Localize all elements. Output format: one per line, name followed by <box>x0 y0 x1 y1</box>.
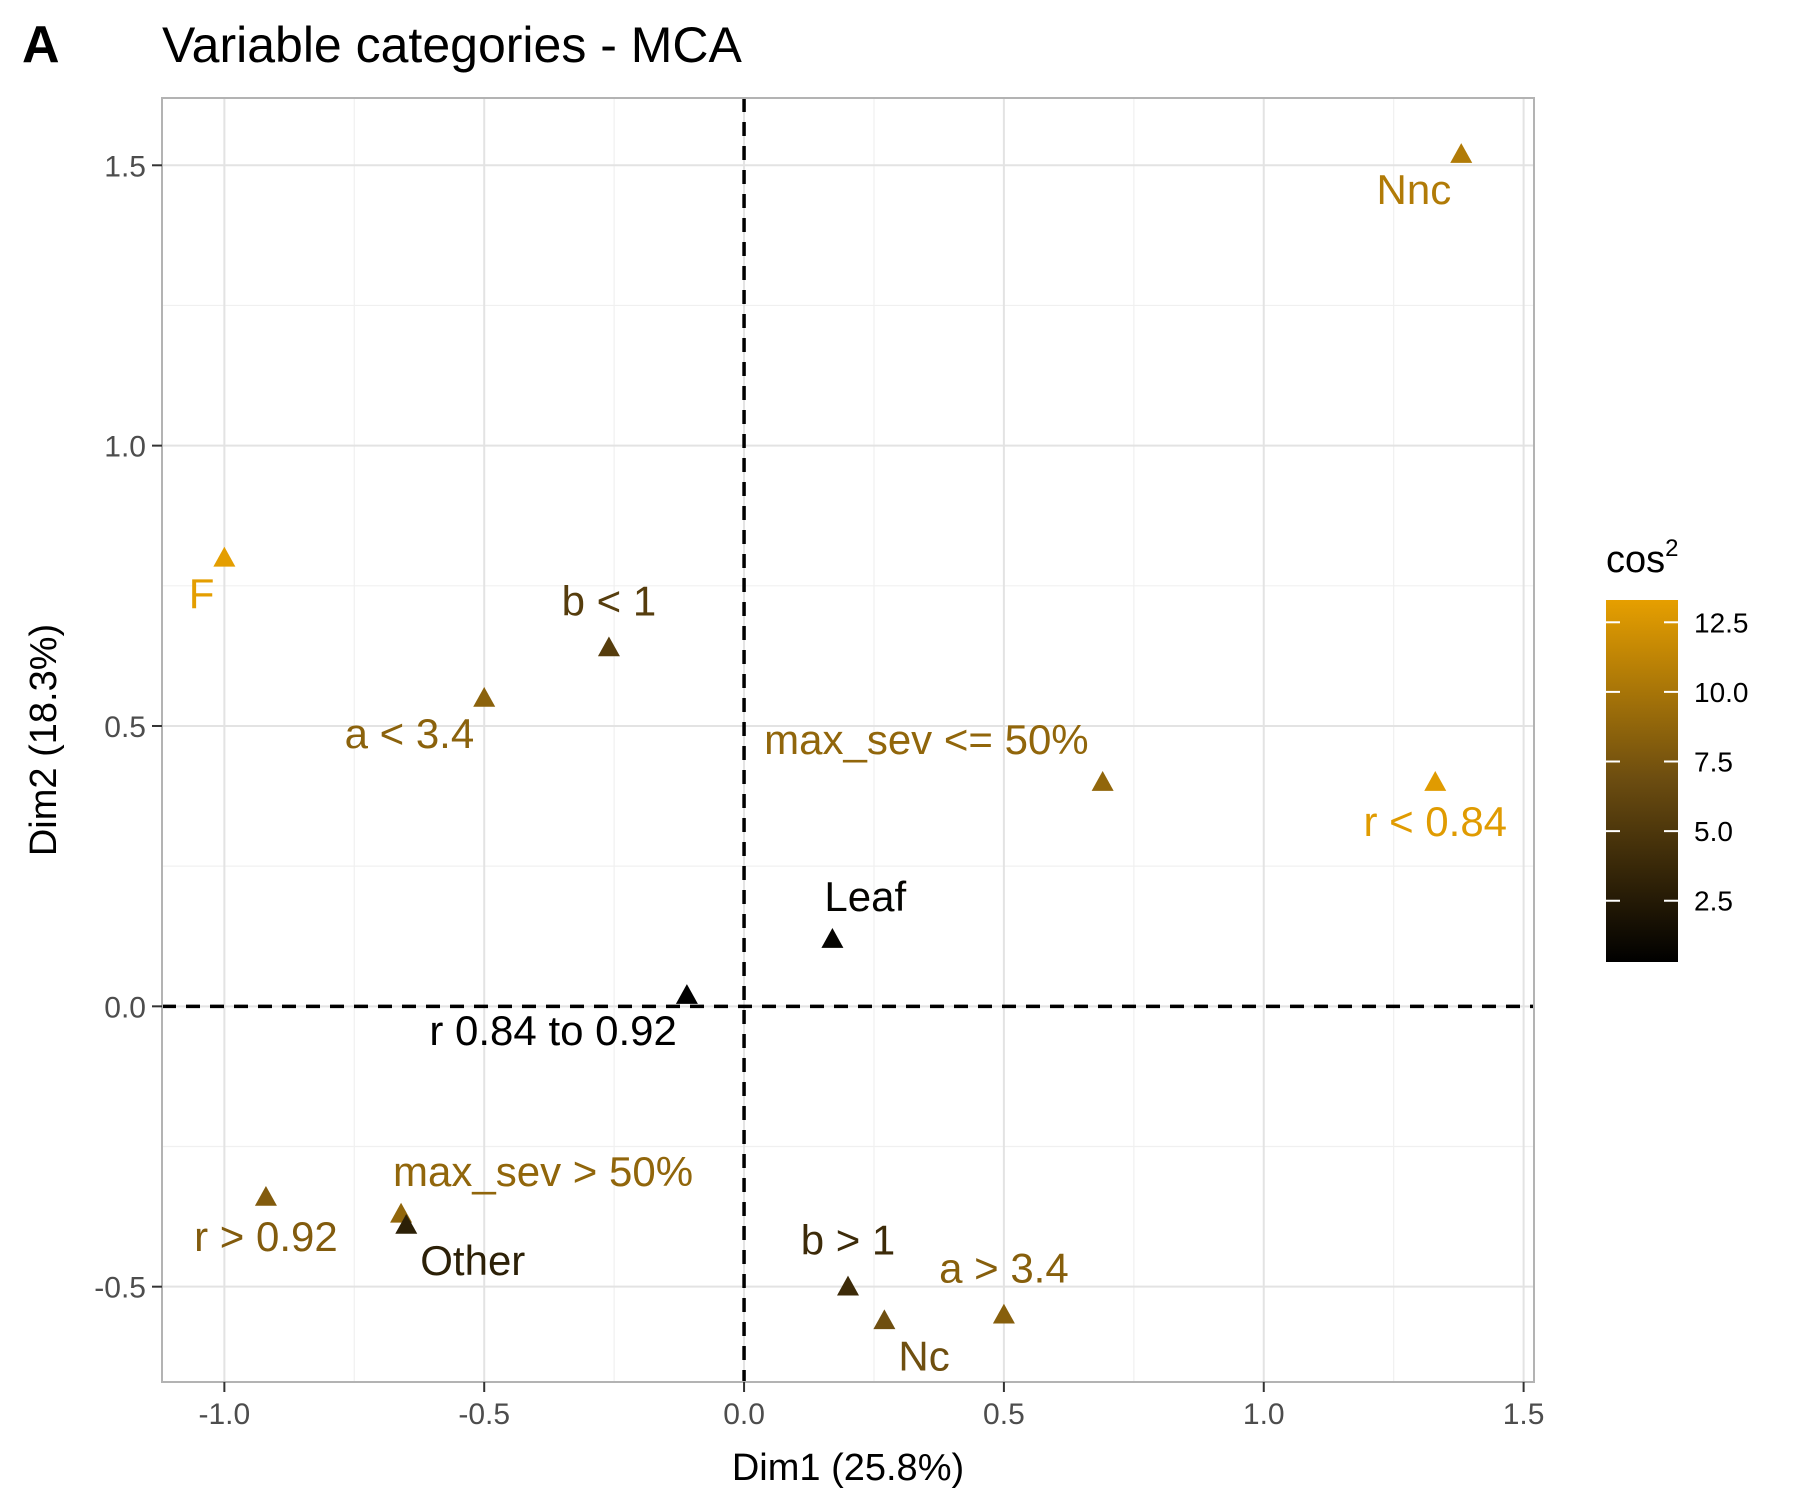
triangle-point <box>254 1185 277 1206</box>
point-label: Nc <box>898 1332 949 1379</box>
triangle-point <box>597 636 620 657</box>
major-gridlines <box>162 98 1534 1382</box>
triangle-point <box>873 1309 896 1330</box>
triangle-point <box>213 546 236 567</box>
point-label: Leaf <box>824 873 906 920</box>
y-tick-label: 1.5 <box>104 150 146 183</box>
y-tick-label: 0.5 <box>104 711 146 744</box>
triangle-point <box>1450 143 1473 163</box>
x-tick-label: 0.0 <box>723 1398 765 1431</box>
point-label: r < 0.84 <box>1363 798 1507 845</box>
panel-background <box>162 98 1534 1382</box>
point-labels: Nnc F b < 1 a < 3.4 max_sev <= 50% r < 0.84 Le… <box>189 166 1507 1379</box>
legend-tick-label: 7.5 <box>1694 747 1733 778</box>
x-axis-title: Dim1 (25.8%) <box>732 1447 964 1489</box>
y-axis-title: Dim2 (18.3%) <box>23 624 65 856</box>
plot-panel: Nnc F b < 1 a < 3.4 max_sev <= 50% r < 0.84 Le… <box>161 97 1535 1383</box>
y-tick-label: -0.5 <box>94 1272 146 1305</box>
x-tick-label: 1.5 <box>1503 1398 1545 1431</box>
triangle-point <box>1424 771 1447 791</box>
y-axis-ticks: -0.5 0.0 0.5 1.0 1.5 <box>94 150 162 1305</box>
point-label: a < 3.4 <box>345 710 475 757</box>
point-label: max_sev > 50% <box>393 1148 693 1195</box>
triangle-point <box>675 984 698 1004</box>
triangle-point <box>1091 771 1114 791</box>
minor-gridlines <box>162 98 1534 1382</box>
reference-lines <box>162 98 1534 1382</box>
legend-colorbar <box>1606 600 1678 962</box>
x-axis-ticks: -1.0 -0.5 0.0 0.5 1.0 1.5 <box>199 1382 1545 1431</box>
point-label: a > 3.4 <box>939 1245 1069 1292</box>
panel-letter: A <box>22 16 60 74</box>
point-label: Other <box>420 1237 525 1284</box>
triangle-point <box>992 1303 1015 1324</box>
chart-title: Variable categories - MCA <box>162 17 743 73</box>
triangle-point <box>473 686 496 707</box>
data-points <box>213 143 1473 1330</box>
point-label: r > 0.92 <box>194 1213 338 1260</box>
legend-tick-label: 12.5 <box>1694 607 1749 638</box>
y-tick-label: 0.0 <box>104 991 146 1024</box>
triangle-point <box>821 928 844 948</box>
color-legend: cos2 2.5 5.0 7.5 10.0 12.5 <box>1606 535 1749 962</box>
legend-tick-label: 10.0 <box>1694 677 1749 708</box>
legend-title: cos2 <box>1606 535 1679 581</box>
point-label: r 0.84 to 0.92 <box>429 1007 677 1054</box>
point-label: F <box>189 570 215 617</box>
y-tick-label: 1.0 <box>104 431 146 464</box>
legend-tick-label: 2.5 <box>1694 886 1733 917</box>
point-label: max_sev <= 50% <box>764 716 1089 763</box>
point-label: Nnc <box>1377 166 1452 213</box>
point-label: b < 1 <box>562 577 657 624</box>
panel-border <box>161 97 1535 1383</box>
triangle-point <box>837 1275 859 1296</box>
x-tick-label: 1.0 <box>1243 1398 1285 1431</box>
legend-ticks: 2.5 5.0 7.5 10.0 12.5 <box>1606 607 1749 917</box>
x-tick-label: 0.5 <box>983 1398 1025 1431</box>
legend-tick-label: 5.0 <box>1694 816 1733 847</box>
x-tick-label: -1.0 <box>199 1398 251 1431</box>
x-tick-label: -0.5 <box>458 1398 510 1431</box>
triangle-point <box>395 1214 418 1234</box>
point-label: b > 1 <box>801 1217 896 1264</box>
